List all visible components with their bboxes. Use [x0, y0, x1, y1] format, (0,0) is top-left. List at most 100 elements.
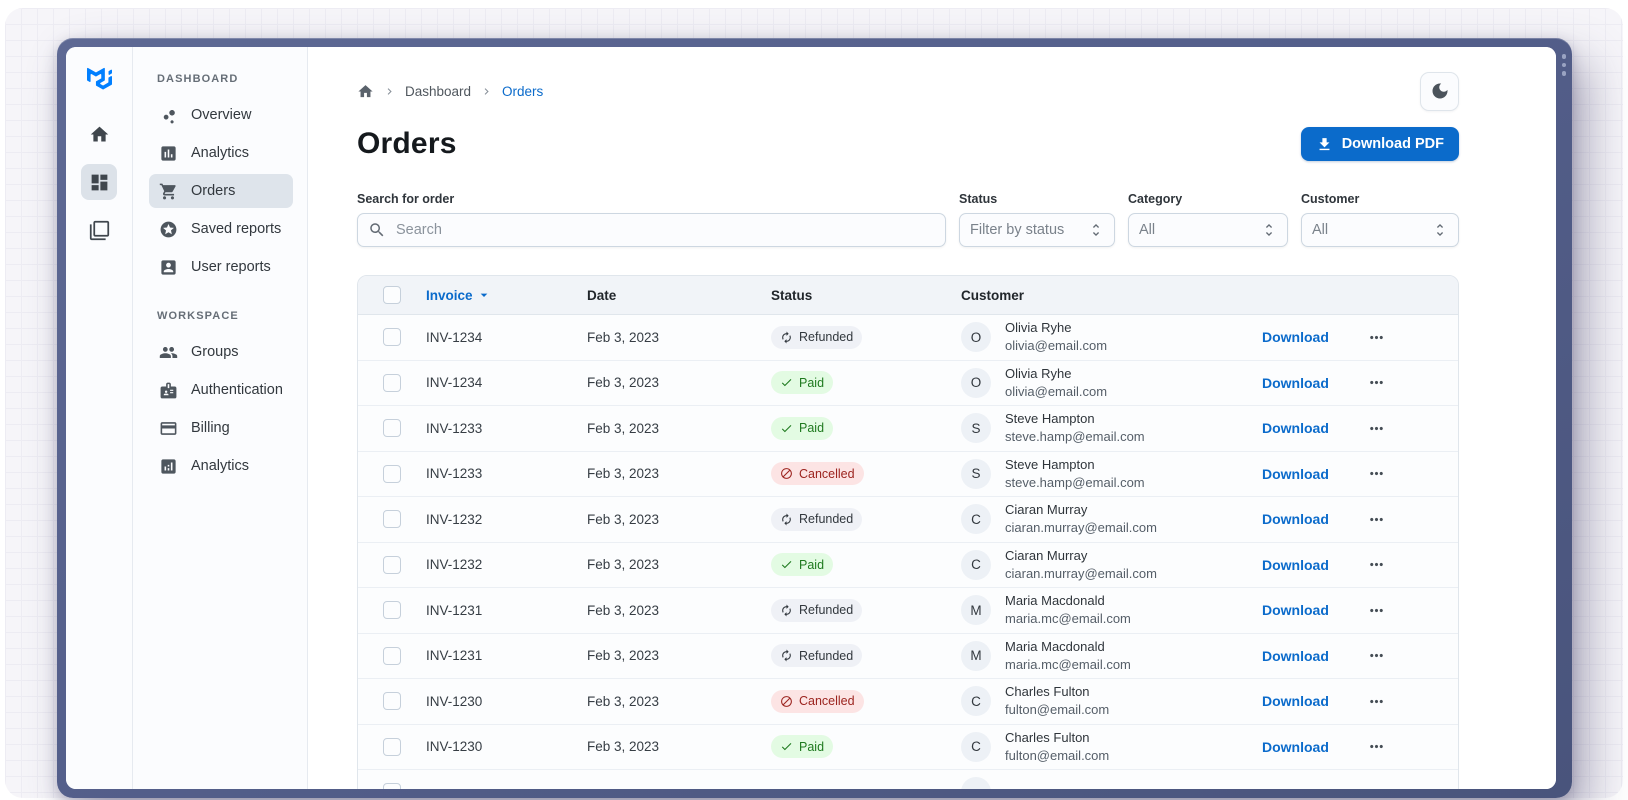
rail-windows-button[interactable]: [81, 212, 117, 248]
category-filter-select[interactable]: All: [1128, 213, 1288, 247]
more-options-icon[interactable]: [1367, 601, 1458, 620]
download-link[interactable]: Download: [1262, 738, 1329, 755]
rail-dashboard-button[interactable]: [81, 164, 117, 200]
sidebar-item-billing[interactable]: Billing: [149, 411, 293, 445]
table-row: Download: [358, 770, 1458, 789]
analytics-icon: [159, 457, 178, 476]
row-checkbox[interactable]: [383, 646, 401, 665]
more-options-icon[interactable]: [1367, 464, 1458, 483]
download-link[interactable]: Download: [1262, 511, 1329, 528]
status-label: Refunded: [799, 648, 854, 663]
select-all-checkbox[interactable]: [383, 286, 401, 304]
status-chip: Paid: [771, 371, 834, 395]
download-link[interactable]: Download: [1262, 420, 1329, 437]
badge-icon: [159, 381, 178, 400]
date-cell: Feb 3, 2023: [587, 739, 660, 755]
more-options-icon[interactable]: [1367, 510, 1458, 529]
more-options-icon[interactable]: [1367, 737, 1458, 756]
sidebar-item-user-reports[interactable]: User reports: [149, 250, 293, 284]
date-cell: Feb 3, 2023: [587, 466, 660, 482]
download-icon: [1316, 136, 1333, 153]
table-row: INV-1233 Feb 3, 2023 Paid S Steve Hampto…: [358, 406, 1458, 452]
customer-cell: S Steve Hampton steve.hamp@email.com: [961, 410, 1262, 446]
unfold-more-icon: [1088, 222, 1104, 238]
sidebar-item-groups[interactable]: Groups: [149, 335, 293, 369]
more-options-icon[interactable]: [1367, 419, 1458, 438]
row-checkbox[interactable]: [383, 555, 401, 574]
table-row: INV-1233 Feb 3, 2023 Cancelled S Steve H…: [358, 451, 1458, 497]
row-checkbox[interactable]: [383, 601, 401, 620]
sidebar-item-saved-reports[interactable]: Saved reports: [149, 212, 293, 246]
app-window-content: DASHBOARD Overview Analytics Orders Save…: [66, 47, 1556, 789]
download-link[interactable]: Download: [1262, 693, 1329, 710]
download-link[interactable]: Download: [1262, 329, 1329, 346]
orders-table: Invoice Date Status Customer INV-1234 Fe…: [357, 275, 1459, 789]
invoice-cell: INV-1232: [426, 557, 483, 573]
table-row: INV-1232 Feb 3, 2023 Refunded C Ciaran M…: [358, 497, 1458, 543]
sidebar-item-authentication[interactable]: Authentication: [149, 373, 293, 407]
status-label: Refunded: [799, 330, 854, 345]
date-cell: Feb 3, 2023: [587, 602, 660, 618]
more-options-icon[interactable]: [1367, 373, 1458, 392]
row-checkbox[interactable]: [383, 692, 401, 711]
download-link[interactable]: Download: [1262, 556, 1329, 573]
sidebar-item-orders[interactable]: Orders: [149, 174, 293, 208]
row-checkbox[interactable]: [383, 419, 401, 438]
rail-home-button[interactable]: [81, 116, 117, 152]
status-filter-select[interactable]: Filter by status: [959, 213, 1115, 247]
breadcrumb: Dashboard Orders: [357, 83, 543, 100]
download-link[interactable]: Download: [1262, 647, 1329, 664]
status-label: Cancelled: [799, 466, 855, 481]
customer-filter-select[interactable]: All: [1301, 213, 1459, 247]
status-label: Paid: [799, 557, 825, 572]
search-input[interactable]: [394, 221, 935, 239]
bar-chart-icon: [159, 144, 178, 163]
avatar: C: [961, 731, 991, 762]
row-checkbox[interactable]: [383, 373, 401, 392]
download-link[interactable]: Download: [1262, 465, 1329, 482]
customer-email: fulton@email.com: [1005, 702, 1110, 718]
row-checkbox[interactable]: [383, 510, 401, 529]
window-scrollbar-thumb[interactable]: [1561, 54, 1567, 76]
status-label: Cancelled: [799, 694, 855, 709]
sidebar-item-label: User reports: [191, 259, 271, 275]
row-checkbox[interactable]: [383, 328, 401, 347]
moon-icon: [1430, 81, 1450, 101]
more-options-icon[interactable]: [1367, 328, 1458, 347]
sidebar-item-label: Billing: [191, 420, 230, 436]
breadcrumb-dashboard[interactable]: Dashboard: [405, 83, 472, 99]
app-window: DASHBOARD Overview Analytics Orders Save…: [57, 38, 1572, 798]
more-options-icon[interactable]: [1367, 692, 1458, 711]
invoice-cell: INV-1230: [426, 739, 483, 755]
chevron-right-icon: [383, 85, 396, 98]
theme-toggle-button[interactable]: [1420, 71, 1459, 111]
row-checkbox[interactable]: [383, 783, 401, 789]
date-cell: Feb 3, 2023: [587, 375, 660, 391]
page-title: Orders: [357, 127, 457, 160]
status-chip: Refunded: [771, 598, 863, 622]
check-icon: [780, 558, 793, 571]
sidebar-item-analytics[interactable]: Analytics: [149, 136, 293, 170]
download-link[interactable]: Download: [1262, 602, 1329, 619]
table-row: INV-1234 Feb 3, 2023 Refunded O Olivia R…: [358, 315, 1458, 361]
date-cell: Feb 3, 2023: [587, 557, 660, 573]
more-options-icon[interactable]: [1367, 646, 1458, 665]
sidebar-item-overview[interactable]: Overview: [149, 98, 293, 132]
sidebar-item-label: Saved reports: [191, 221, 282, 237]
more-options-icon[interactable]: [1367, 555, 1458, 574]
icon-rail: [66, 47, 133, 789]
sidebar-item-analytics-workspace[interactable]: Analytics: [149, 449, 293, 483]
row-checkbox[interactable]: [383, 464, 401, 483]
customer-name: Charles Fulton: [1005, 729, 1090, 745]
check-icon: [780, 422, 793, 435]
table-row: INV-1232 Feb 3, 2023 Paid C Ciaran Murra…: [358, 542, 1458, 588]
row-checkbox[interactable]: [383, 737, 401, 756]
download-link[interactable]: Download: [1262, 374, 1329, 391]
download-pdf-button[interactable]: Download PDF: [1300, 127, 1459, 161]
sidebar-item-label: Analytics: [191, 458, 250, 474]
home-icon[interactable]: [357, 83, 374, 100]
invoice-cell: INV-1230: [426, 693, 483, 709]
date-cell: Feb 3, 2023: [587, 420, 660, 436]
table-row: INV-1234 Feb 3, 2023 Paid O Olivia Ryhe …: [358, 360, 1458, 406]
column-header-invoice[interactable]: Invoice: [426, 287, 587, 303]
